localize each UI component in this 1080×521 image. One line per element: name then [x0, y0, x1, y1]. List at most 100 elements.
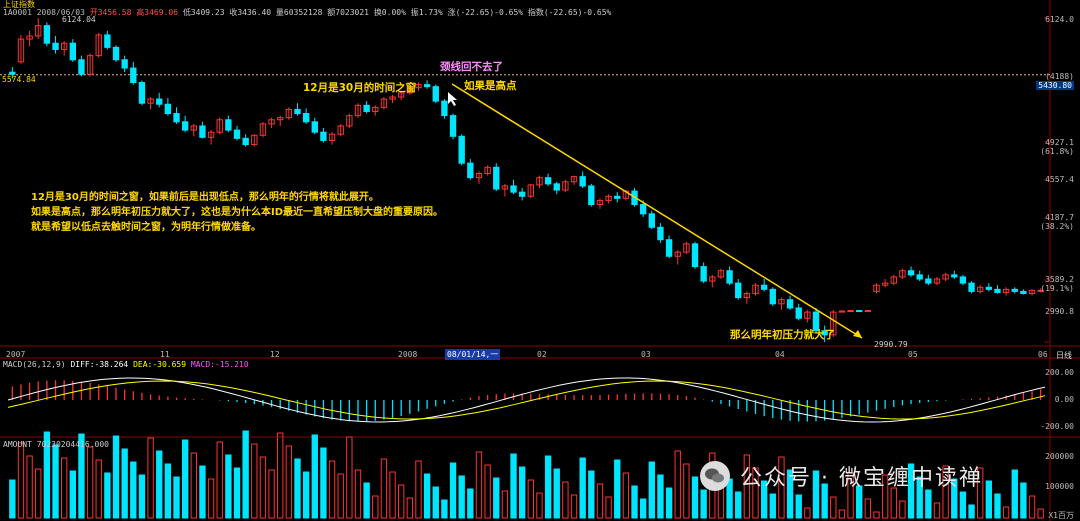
candle-body	[881, 282, 889, 286]
candle-body	[337, 125, 344, 135]
x-tick-03: 03	[641, 350, 651, 359]
amount-bar	[769, 493, 776, 519]
x-tick-2008: 2008	[398, 350, 418, 359]
candle-body	[86, 55, 94, 75]
code-date: 1A0001 2008/06/03	[3, 8, 85, 17]
x-tick-2007: 2007	[6, 350, 26, 359]
amount-bar	[596, 483, 604, 519]
candle-body	[173, 113, 180, 123]
amount-bar	[104, 472, 111, 519]
amount-bar	[207, 478, 215, 519]
high-value: 高3469.06	[136, 8, 178, 17]
amount-bar	[994, 493, 1001, 519]
candle-body	[190, 125, 197, 131]
amount-bar	[933, 502, 941, 519]
candle-body	[156, 98, 163, 105]
candle-body	[519, 191, 526, 197]
amount-bar	[830, 496, 837, 519]
amount-bar	[665, 487, 673, 519]
amount-bar	[441, 499, 448, 519]
candle-body	[683, 243, 690, 253]
amount-bar	[277, 432, 284, 519]
amount-bar	[856, 485, 863, 519]
candle-body	[605, 195, 612, 201]
amount-bar	[380, 458, 388, 519]
amount-bar	[493, 477, 500, 519]
candle-body	[838, 310, 846, 313]
amount-bar	[1037, 508, 1044, 519]
amount-bar	[1028, 495, 1036, 519]
amount-bar	[657, 474, 664, 519]
amount-bar	[1020, 482, 1027, 519]
period-label[interactable]: 日线	[1056, 351, 1072, 360]
candle-body	[864, 310, 872, 313]
amount-bar	[942, 465, 949, 519]
candle-body	[501, 185, 509, 190]
amount-bar	[778, 456, 785, 519]
amount-bar	[674, 450, 681, 519]
amount-bar	[691, 476, 699, 519]
amount-bar	[977, 467, 984, 519]
amount-bar	[35, 468, 42, 519]
amount-bar	[69, 470, 76, 519]
amount-bar	[52, 444, 59, 519]
amount-bar	[631, 485, 638, 519]
amount-bar	[907, 463, 915, 519]
candle-body	[925, 278, 932, 284]
candle-body	[78, 59, 85, 75]
annotation-pressure: 那么明年初压力就大了	[730, 329, 835, 341]
amount-bar	[959, 491, 967, 519]
candle-body	[717, 270, 725, 278]
macd-header: MACD(26,12,9) DIFF:-38.264 DEA:-30.659 M…	[3, 360, 249, 369]
amount-bar	[821, 483, 828, 519]
amount-bar	[121, 448, 128, 519]
amount-bar	[951, 478, 958, 519]
amount-bar	[605, 496, 612, 519]
macd-tick-neg200: -200.00	[1040, 422, 1074, 431]
amount-header: AMOUNT 70230204416.000	[3, 440, 109, 449]
candle-body	[614, 195, 621, 199]
amount-bar	[864, 498, 872, 519]
amount-bar	[1011, 469, 1018, 519]
candle-body	[164, 103, 172, 115]
amount-bar	[372, 495, 379, 519]
amount-bar	[242, 430, 249, 519]
amount-bar	[735, 491, 742, 519]
amount-bar	[17, 442, 25, 519]
y-tick-382: (38.2%)	[1040, 222, 1074, 231]
index-change-value: 指数(-22.65)-0.65%	[527, 8, 612, 17]
wechat-icon	[700, 461, 730, 491]
candle-body	[951, 274, 958, 278]
candle-body	[726, 270, 733, 284]
amount-bar	[916, 476, 923, 519]
macd-dea-line	[7, 380, 1046, 420]
candle-body	[17, 38, 25, 63]
amount-bar	[683, 463, 690, 519]
amount-bar	[112, 435, 120, 519]
amount-bar	[78, 433, 85, 519]
candle-body	[544, 177, 552, 185]
candle-body	[657, 226, 664, 241]
amount-bar	[415, 460, 422, 519]
amount-value: 额7023021	[327, 8, 369, 17]
candle-body	[147, 98, 154, 104]
candle-body	[510, 185, 517, 193]
candle-body	[942, 274, 949, 280]
amount-bar	[164, 463, 172, 519]
candle-body	[899, 270, 906, 278]
amount-bar	[527, 479, 534, 519]
candle-body	[1011, 288, 1018, 292]
amount-bar	[501, 490, 509, 519]
watermark: 公众号 · 微宝缠中读禅	[700, 456, 1060, 496]
amount-bar	[510, 453, 517, 519]
amount-bar	[519, 466, 526, 519]
volume-value: 量60352128	[275, 8, 323, 17]
amount-bar	[130, 461, 137, 519]
y-tick-6124: 6124.0	[1045, 15, 1074, 24]
amount-bar	[138, 474, 146, 519]
note-line-2: 如果是高点，那么明年初压力就大了，这也是为什么本ID最近一直希望压制大盘的重要原…	[31, 207, 444, 218]
candle-body	[181, 121, 189, 131]
amount-bar	[614, 459, 621, 519]
x-tick-05: 05	[908, 350, 918, 359]
candle-body	[363, 104, 370, 112]
